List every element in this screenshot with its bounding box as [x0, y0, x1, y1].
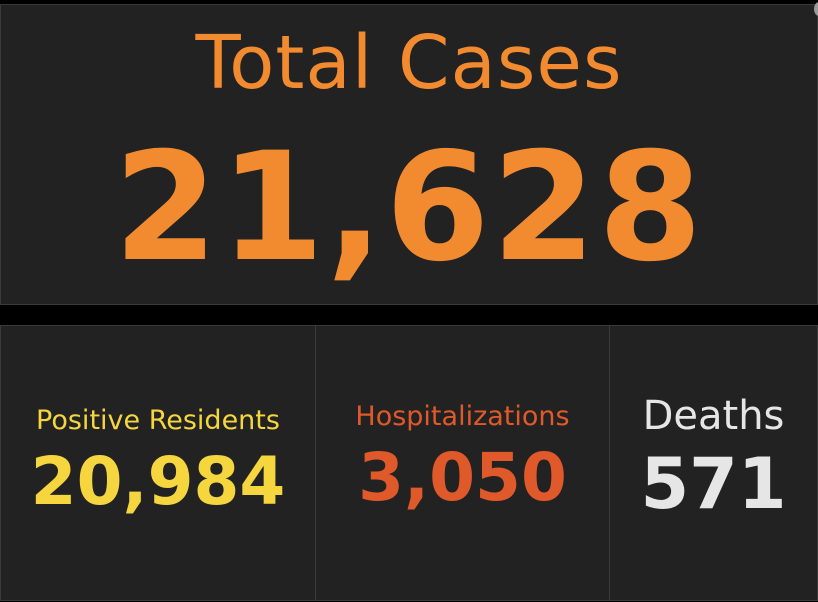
- deaths-value: 571: [640, 443, 787, 525]
- positive-residents-label: Positive Residents: [36, 405, 280, 436]
- hospitalizations-value: 3,050: [358, 439, 567, 516]
- deaths-label: Deaths: [642, 393, 785, 439]
- deaths-panel: Deaths 571: [609, 325, 818, 601]
- stats-row: Positive Residents 20,984 Hospitalizatio…: [0, 325, 818, 601]
- hospitalizations-label: Hospitalizations: [355, 401, 570, 432]
- hospitalizations-panel: Hospitalizations 3,050: [315, 325, 610, 601]
- total-cases-panel: Total Cases 21,628: [0, 4, 818, 305]
- positive-residents-value: 20,984: [30, 443, 286, 520]
- corner-handle-icon: [814, 2, 818, 16]
- positive-residents-panel: Positive Residents 20,984: [0, 325, 316, 601]
- total-cases-title: Total Cases: [195, 20, 623, 106]
- total-cases-value: 21,628: [113, 121, 705, 295]
